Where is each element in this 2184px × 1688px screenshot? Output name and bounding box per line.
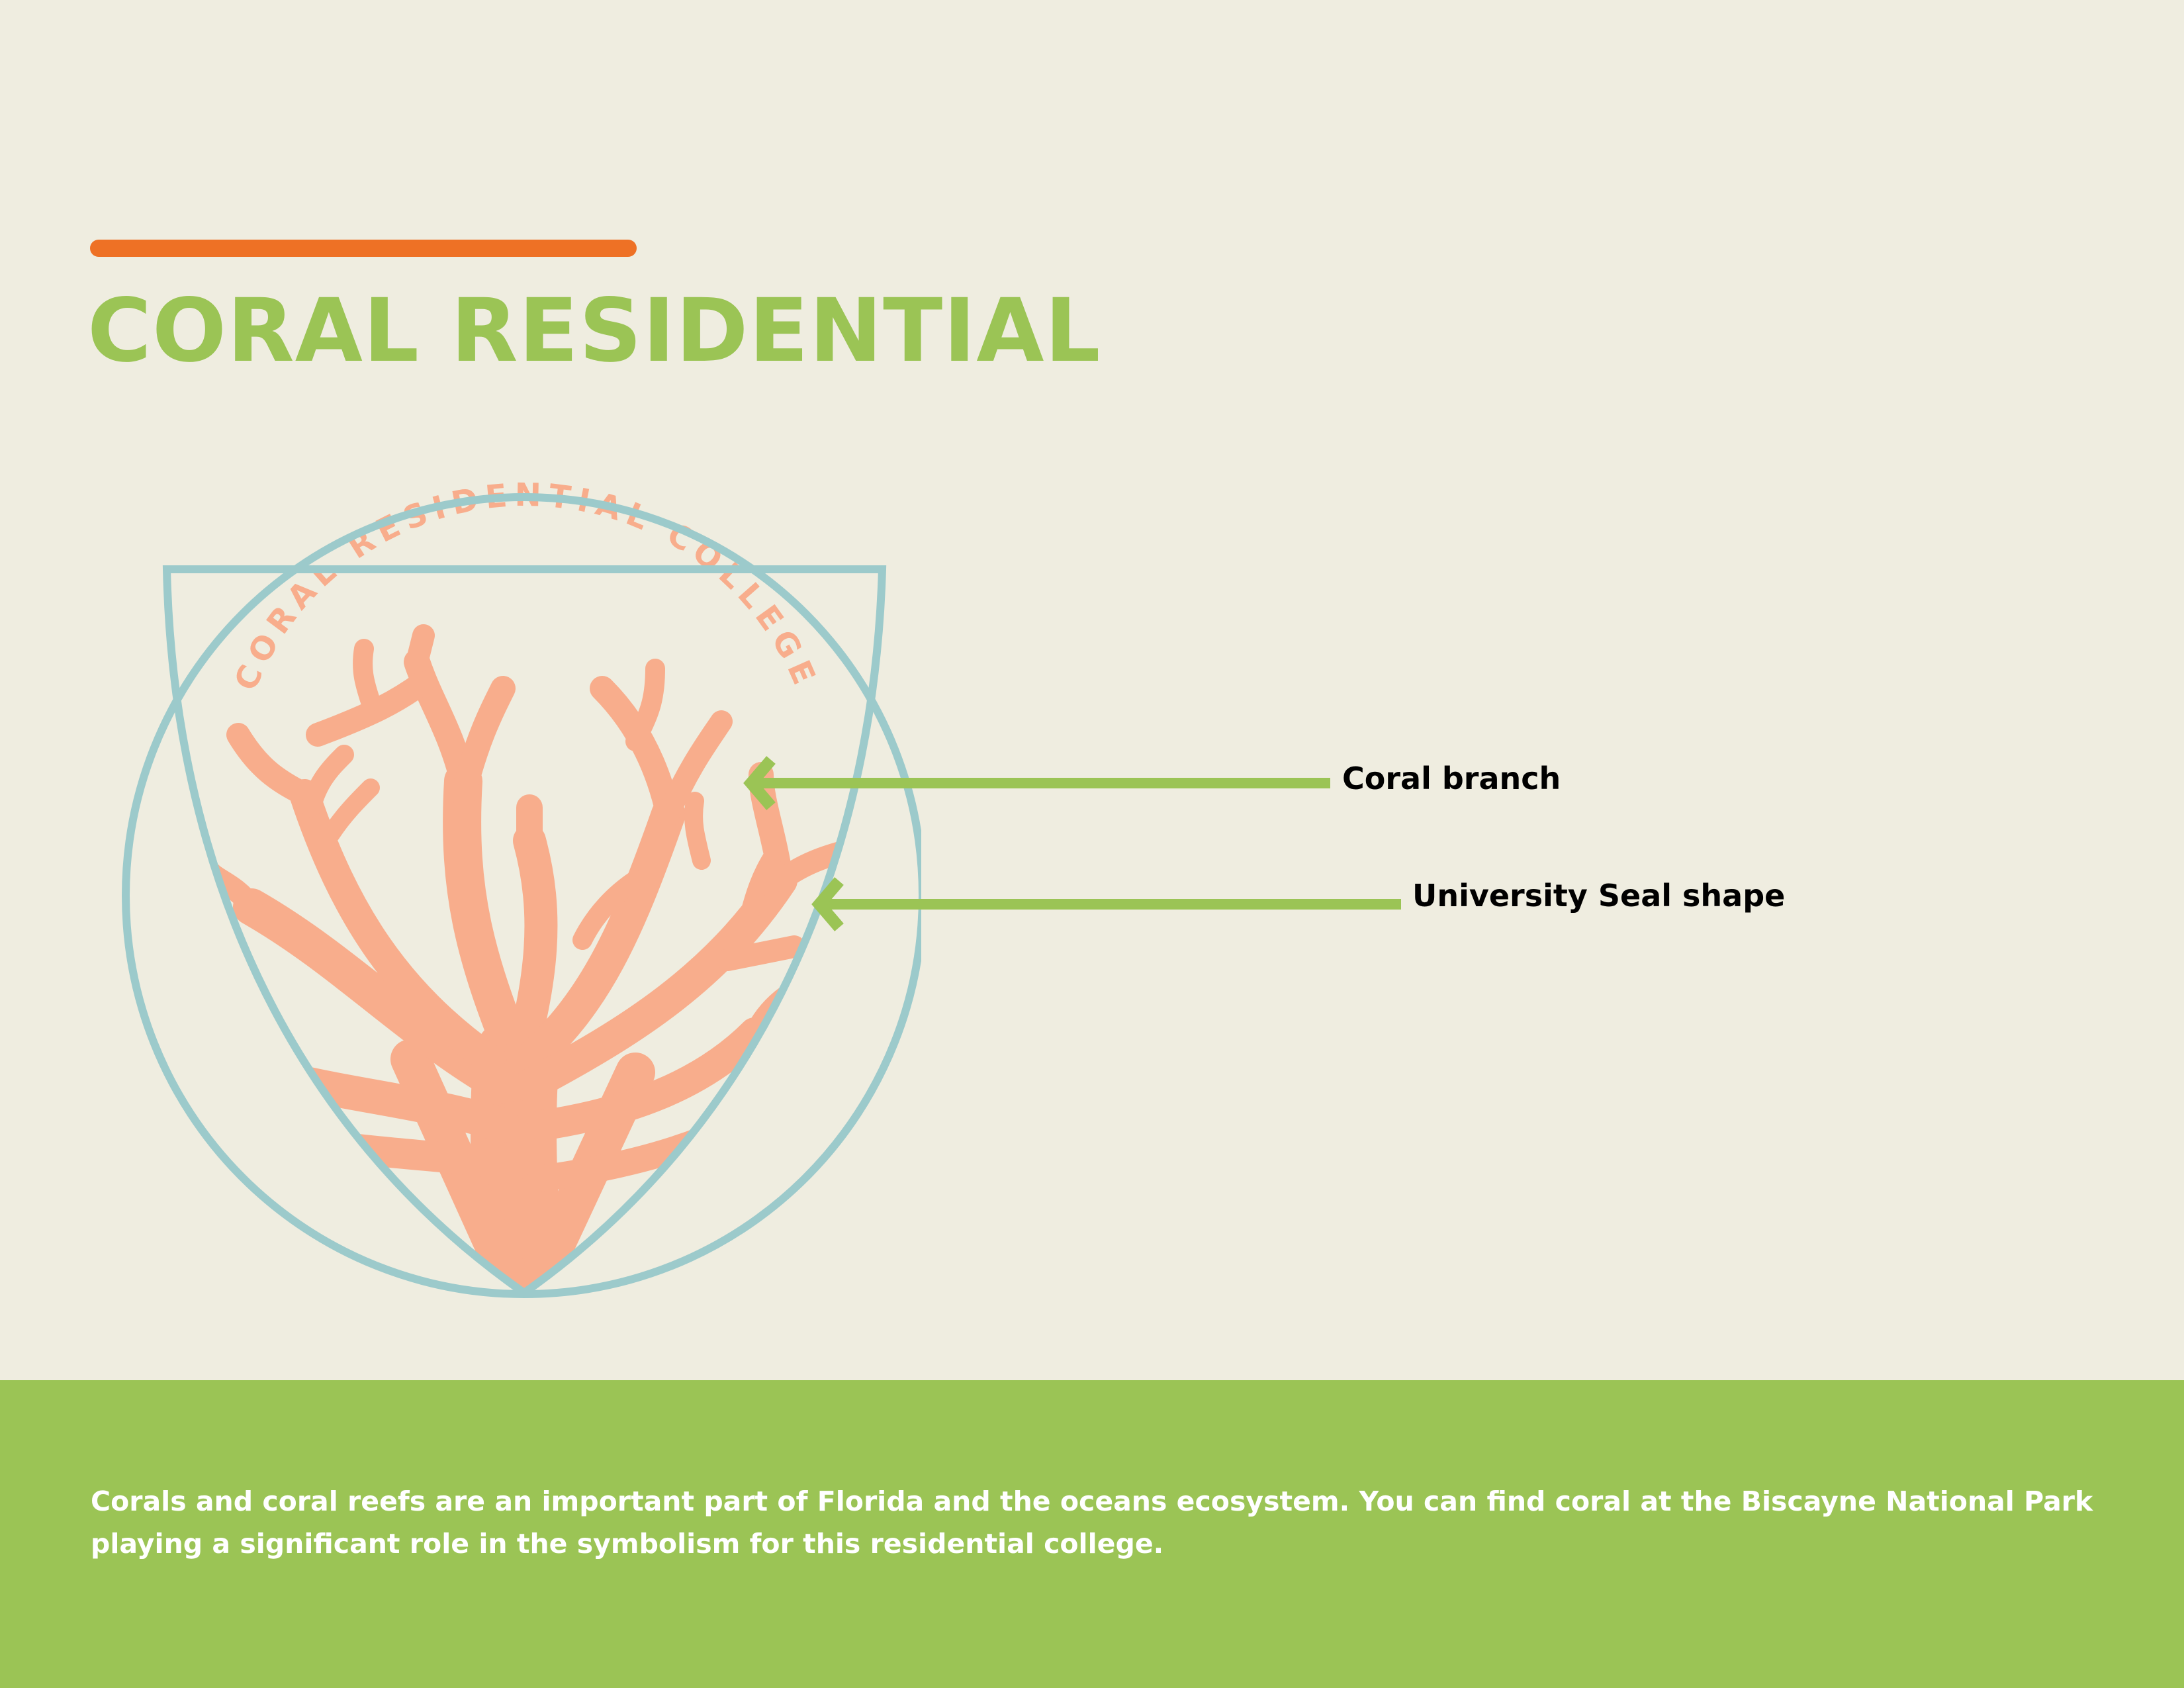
title-accent-bar (90, 240, 637, 257)
circle-outline (122, 493, 921, 1298)
seal-text: CORAL RESIDENTIAL COLLEGE (227, 477, 825, 696)
seal-shape-arrow-icon (811, 877, 1401, 931)
callout-label-seal-shape: University Seal shape (1412, 878, 1786, 914)
coral-branch-arrow-icon (743, 756, 1330, 810)
page-title: CORAL RESIDENTIAL (87, 280, 1101, 382)
callout-label-coral-branch: Coral branch (1342, 761, 1561, 796)
footer-band (0, 1380, 2184, 1688)
footer-description: Corals and coral reefs are an important … (91, 1485, 2093, 1560)
